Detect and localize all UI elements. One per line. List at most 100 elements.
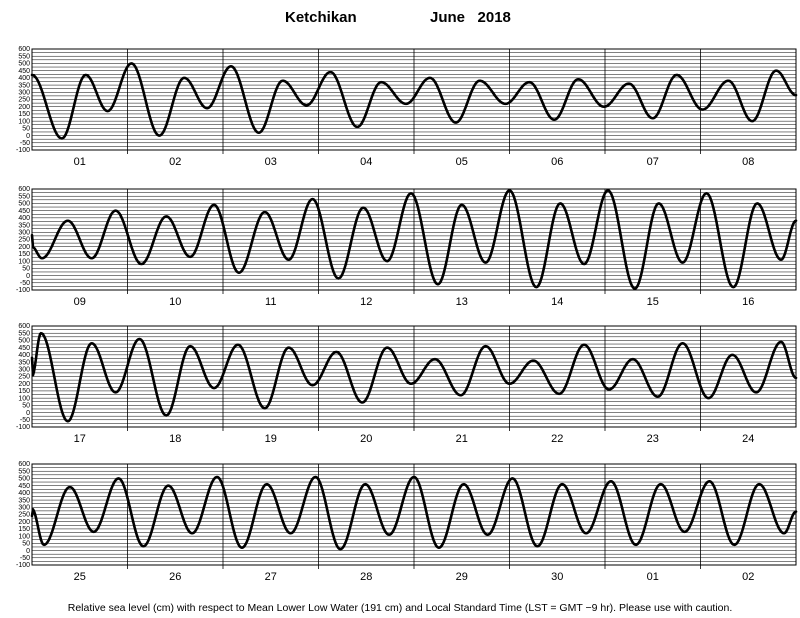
y-tick-label: 600 <box>18 46 30 53</box>
day-label: 03 <box>265 156 277 168</box>
y-tick-label: -50 <box>20 280 30 287</box>
day-label: 01 <box>647 571 659 583</box>
day-label: 13 <box>456 296 468 308</box>
tide-series-line <box>30 331 798 423</box>
y-tick-label: 150 <box>18 111 30 118</box>
y-tick-label: 500 <box>18 476 30 483</box>
y-tick-label: -100 <box>16 424 30 431</box>
tide-series-line <box>30 475 798 551</box>
y-tick-label: 100 <box>18 118 30 125</box>
y-tick-label: -50 <box>20 555 30 562</box>
day-label: 16 <box>742 296 754 308</box>
y-tick-label: 450 <box>18 208 30 215</box>
y-tick-label: 300 <box>18 229 30 236</box>
y-tick-label: 50 <box>22 266 30 273</box>
y-tick-label: 100 <box>18 258 30 265</box>
tide-series-line <box>30 62 798 140</box>
y-tick-label: 0 <box>26 133 30 140</box>
y-tick-label: 250 <box>18 374 30 381</box>
y-tick-label: 500 <box>18 201 30 208</box>
month-year-title: June 2018 <box>430 9 511 26</box>
day-label: 09 <box>74 296 86 308</box>
footer-note: Relative sea level (cm) with respect to … <box>68 602 733 614</box>
y-tick-label: 600 <box>18 323 30 330</box>
y-tick-label: 0 <box>26 548 30 555</box>
y-tick-label: 300 <box>18 89 30 96</box>
panel-frame <box>31 48 797 151</box>
y-tick-label: 200 <box>18 104 30 111</box>
y-tick-label: -100 <box>16 562 30 569</box>
day-label: 02 <box>742 571 754 583</box>
day-label: 11 <box>265 296 276 308</box>
day-label: 21 <box>456 433 468 445</box>
tide-panel-3: -100-50050100150200250300350400450500550… <box>16 323 798 445</box>
y-tick-label: 100 <box>18 395 30 402</box>
day-label: 15 <box>647 296 659 308</box>
panel-frame <box>31 325 797 428</box>
y-tick-label: 350 <box>18 82 30 89</box>
y-tick-label: 100 <box>18 533 30 540</box>
y-tick-label: 400 <box>18 215 30 222</box>
y-tick-label: 50 <box>22 126 30 133</box>
y-tick-label: 400 <box>18 490 30 497</box>
day-label: 24 <box>742 433 754 445</box>
y-tick-label: 200 <box>18 519 30 526</box>
y-tick-label: 450 <box>18 68 30 75</box>
y-tick-label: 550 <box>18 468 30 475</box>
y-tick-label: 250 <box>18 512 30 519</box>
day-label: 30 <box>551 571 563 583</box>
y-tick-label: 550 <box>18 193 30 200</box>
day-label: 06 <box>551 156 563 168</box>
y-tick-label: 300 <box>18 504 30 511</box>
y-tick-label: 600 <box>18 461 30 468</box>
day-label: 27 <box>265 571 277 583</box>
y-tick-label: 250 <box>18 237 30 244</box>
day-label: 08 <box>742 156 754 168</box>
day-label: 18 <box>169 433 181 445</box>
y-tick-label: 500 <box>18 61 30 68</box>
y-tick-label: 300 <box>18 366 30 373</box>
y-tick-label: 0 <box>26 273 30 280</box>
y-tick-label: 600 <box>18 186 30 193</box>
y-tick-label: 150 <box>18 526 30 533</box>
station-title: Ketchikan <box>285 9 357 26</box>
day-label: 25 <box>74 571 86 583</box>
day-label: 26 <box>169 571 181 583</box>
day-label: 19 <box>265 433 277 445</box>
y-tick-label: 50 <box>22 403 30 410</box>
day-label: 07 <box>647 156 659 168</box>
y-tick-label: 150 <box>18 251 30 258</box>
day-label: 20 <box>360 433 372 445</box>
y-tick-label: 200 <box>18 244 30 251</box>
day-label: 17 <box>74 433 86 445</box>
day-label: 04 <box>360 156 372 168</box>
tide-panel-4: -100-50050100150200250300350400450500550… <box>16 461 798 583</box>
y-tick-label: -100 <box>16 287 30 294</box>
y-tick-label: 150 <box>18 388 30 395</box>
y-tick-label: 250 <box>18 97 30 104</box>
y-tick-label: 350 <box>18 497 30 504</box>
y-tick-label: 350 <box>18 359 30 366</box>
y-tick-label: -50 <box>20 140 30 147</box>
tide-panels: -100-50050100150200250300350400450500550… <box>16 46 798 583</box>
day-label: 12 <box>360 296 372 308</box>
tide-series-line <box>30 189 798 290</box>
y-tick-label: -50 <box>20 417 30 424</box>
day-label: 05 <box>456 156 468 168</box>
tide-panel-1: -100-50050100150200250300350400450500550… <box>16 46 798 168</box>
y-tick-label: 450 <box>18 483 30 490</box>
y-tick-label: 550 <box>18 330 30 337</box>
y-tick-label: 450 <box>18 345 30 352</box>
y-tick-label: 550 <box>18 53 30 60</box>
day-label: 02 <box>169 156 181 168</box>
day-label: 28 <box>360 571 372 583</box>
y-tick-label: 400 <box>18 75 30 82</box>
day-label: 23 <box>647 433 659 445</box>
tide-panel-2: -100-50050100150200250300350400450500550… <box>16 186 798 308</box>
y-tick-label: 500 <box>18 338 30 345</box>
day-label: 22 <box>551 433 563 445</box>
day-label: 14 <box>551 296 563 308</box>
day-label: 10 <box>169 296 181 308</box>
y-tick-label: 0 <box>26 410 30 417</box>
